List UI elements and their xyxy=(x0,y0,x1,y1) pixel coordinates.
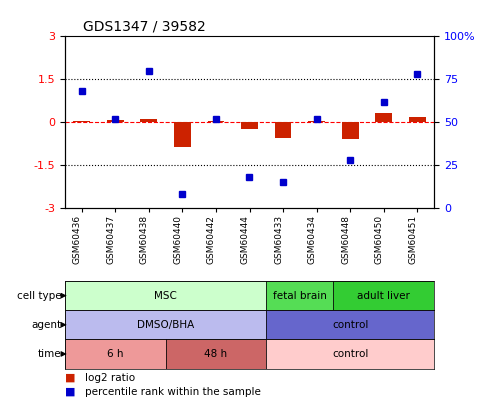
Text: control: control xyxy=(332,320,368,330)
Bar xyxy=(166,339,266,369)
Text: percentile rank within the sample: percentile rank within the sample xyxy=(85,387,260,397)
Bar xyxy=(333,281,434,310)
Bar xyxy=(409,117,426,122)
Text: log2 ratio: log2 ratio xyxy=(85,373,135,383)
Bar xyxy=(65,281,266,310)
Bar xyxy=(308,121,325,122)
Bar xyxy=(266,281,333,310)
Text: 48 h: 48 h xyxy=(205,349,228,359)
Bar xyxy=(266,339,434,369)
Bar xyxy=(65,339,166,369)
Text: ■: ■ xyxy=(65,373,79,383)
Text: DMSO/BHA: DMSO/BHA xyxy=(137,320,194,330)
Bar xyxy=(140,119,157,122)
Text: 6 h: 6 h xyxy=(107,349,123,359)
Bar xyxy=(73,121,90,122)
Text: cell type: cell type xyxy=(16,291,61,301)
Text: fetal brain: fetal brain xyxy=(273,291,327,301)
Bar xyxy=(107,120,124,122)
Bar xyxy=(65,310,266,339)
Bar xyxy=(266,310,434,339)
Text: ■: ■ xyxy=(65,387,79,397)
Bar xyxy=(342,122,359,139)
Text: MSC: MSC xyxy=(154,291,177,301)
Bar xyxy=(274,122,291,138)
Text: GDS1347 / 39582: GDS1347 / 39582 xyxy=(83,20,206,34)
Bar xyxy=(174,122,191,147)
Bar xyxy=(241,122,258,130)
Text: control: control xyxy=(332,349,368,359)
Text: agent: agent xyxy=(31,320,61,330)
Text: adult liver: adult liver xyxy=(357,291,410,301)
Text: time: time xyxy=(37,349,61,359)
Bar xyxy=(208,121,225,122)
Bar xyxy=(375,113,392,122)
